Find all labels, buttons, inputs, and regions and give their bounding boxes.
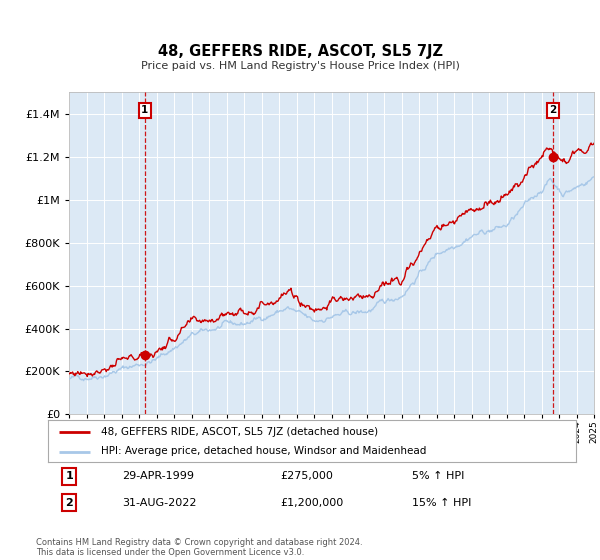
Text: £275,000: £275,000 (280, 472, 333, 481)
Text: 15% ↑ HPI: 15% ↑ HPI (412, 498, 472, 507)
Text: 2: 2 (65, 498, 73, 507)
Text: 29-APR-1999: 29-APR-1999 (122, 472, 194, 481)
Text: 5% ↑ HPI: 5% ↑ HPI (412, 472, 464, 481)
Text: 48, GEFFERS RIDE, ASCOT, SL5 7JZ: 48, GEFFERS RIDE, ASCOT, SL5 7JZ (157, 44, 443, 59)
Text: Price paid vs. HM Land Registry's House Price Index (HPI): Price paid vs. HM Land Registry's House … (140, 61, 460, 71)
Text: HPI: Average price, detached house, Windsor and Maidenhead: HPI: Average price, detached house, Wind… (101, 446, 426, 456)
Text: Contains HM Land Registry data © Crown copyright and database right 2024.
This d: Contains HM Land Registry data © Crown c… (36, 538, 362, 557)
Text: 31-AUG-2022: 31-AUG-2022 (122, 498, 196, 507)
Text: 1: 1 (65, 472, 73, 481)
Text: 1: 1 (141, 105, 148, 115)
Text: £1,200,000: £1,200,000 (280, 498, 344, 507)
Text: 48, GEFFERS RIDE, ASCOT, SL5 7JZ (detached house): 48, GEFFERS RIDE, ASCOT, SL5 7JZ (detach… (101, 427, 378, 437)
Text: 2: 2 (550, 105, 557, 115)
